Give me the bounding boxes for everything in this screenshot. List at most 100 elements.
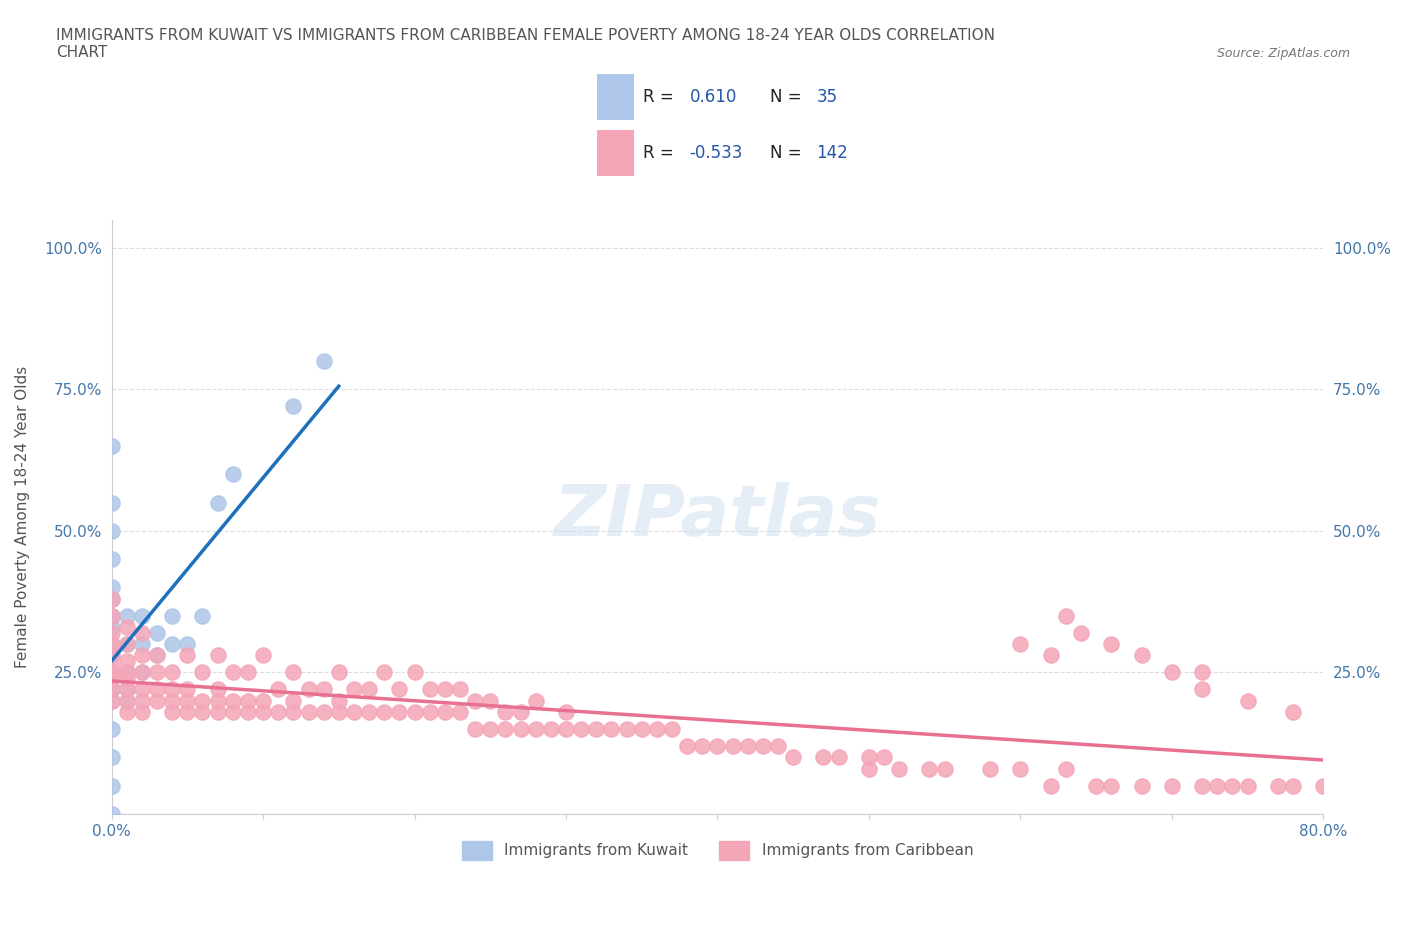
Point bbox=[524, 722, 547, 737]
Point bbox=[131, 625, 153, 640]
Point bbox=[100, 637, 122, 652]
Point bbox=[1236, 693, 1258, 708]
Point bbox=[1191, 665, 1213, 680]
Point bbox=[433, 705, 456, 720]
Point bbox=[1282, 778, 1305, 793]
Point bbox=[115, 705, 138, 720]
Point bbox=[100, 671, 122, 685]
Point bbox=[449, 682, 471, 697]
Point bbox=[100, 439, 122, 454]
Point bbox=[1039, 648, 1062, 663]
Point bbox=[312, 705, 335, 720]
Point bbox=[207, 648, 229, 663]
Point bbox=[692, 738, 714, 753]
Point bbox=[1312, 778, 1334, 793]
Point bbox=[160, 637, 183, 652]
Point bbox=[100, 637, 122, 652]
Point bbox=[207, 693, 229, 708]
Point bbox=[115, 682, 138, 697]
Point bbox=[494, 705, 516, 720]
Point bbox=[404, 665, 426, 680]
Point bbox=[1010, 637, 1032, 652]
Point bbox=[222, 693, 245, 708]
Point bbox=[479, 693, 502, 708]
Point bbox=[100, 524, 122, 538]
Point bbox=[131, 705, 153, 720]
Point bbox=[600, 722, 623, 737]
Point bbox=[115, 693, 138, 708]
Point bbox=[464, 693, 486, 708]
Point bbox=[524, 693, 547, 708]
Point bbox=[115, 682, 138, 697]
Point bbox=[328, 705, 350, 720]
Point bbox=[176, 648, 198, 663]
Point bbox=[100, 648, 122, 663]
Point bbox=[979, 761, 1001, 776]
Point bbox=[1282, 705, 1305, 720]
Point bbox=[160, 682, 183, 697]
Point bbox=[373, 665, 395, 680]
Point bbox=[146, 682, 169, 697]
Point bbox=[115, 665, 138, 680]
Point bbox=[297, 705, 319, 720]
Point bbox=[267, 682, 290, 697]
Text: N =: N = bbox=[770, 144, 801, 163]
Point bbox=[388, 705, 411, 720]
Point bbox=[1267, 778, 1289, 793]
Point bbox=[464, 722, 486, 737]
Point bbox=[540, 722, 562, 737]
Point bbox=[419, 682, 441, 697]
Point bbox=[889, 761, 911, 776]
Point bbox=[1010, 761, 1032, 776]
Point bbox=[509, 722, 531, 737]
Point bbox=[100, 619, 122, 634]
Text: Source: ZipAtlas.com: Source: ZipAtlas.com bbox=[1216, 46, 1350, 60]
Point bbox=[100, 682, 122, 697]
Point bbox=[252, 693, 274, 708]
Point bbox=[283, 399, 305, 414]
Point bbox=[146, 665, 169, 680]
Text: N =: N = bbox=[770, 87, 801, 105]
Point bbox=[1206, 778, 1229, 793]
Text: 142: 142 bbox=[817, 144, 848, 163]
Text: R =: R = bbox=[643, 87, 673, 105]
Point bbox=[191, 608, 214, 623]
Point bbox=[766, 738, 789, 753]
Point bbox=[115, 665, 138, 680]
Point bbox=[343, 705, 366, 720]
Point bbox=[100, 591, 122, 606]
Point bbox=[100, 722, 122, 737]
Point bbox=[100, 551, 122, 566]
Point bbox=[676, 738, 699, 753]
Point bbox=[873, 750, 896, 764]
Point bbox=[782, 750, 804, 764]
Point bbox=[661, 722, 683, 737]
Point bbox=[131, 693, 153, 708]
Point bbox=[343, 682, 366, 697]
Point bbox=[191, 693, 214, 708]
Point bbox=[373, 705, 395, 720]
Point bbox=[131, 648, 153, 663]
Point bbox=[312, 682, 335, 697]
Point bbox=[207, 495, 229, 510]
Point bbox=[100, 665, 122, 680]
Point bbox=[312, 353, 335, 368]
Point bbox=[131, 682, 153, 697]
Point bbox=[100, 648, 122, 663]
Point bbox=[252, 705, 274, 720]
Point bbox=[1191, 682, 1213, 697]
Text: -0.533: -0.533 bbox=[689, 144, 742, 163]
Point bbox=[146, 648, 169, 663]
Point bbox=[100, 693, 122, 708]
Point bbox=[115, 671, 138, 685]
Point bbox=[1236, 778, 1258, 793]
Point bbox=[131, 637, 153, 652]
Legend: Immigrants from Kuwait, Immigrants from Caribbean: Immigrants from Kuwait, Immigrants from … bbox=[456, 835, 980, 866]
Point bbox=[100, 659, 122, 674]
Point bbox=[616, 722, 638, 737]
Point bbox=[858, 750, 880, 764]
Point bbox=[585, 722, 607, 737]
Point bbox=[146, 625, 169, 640]
Point bbox=[267, 705, 290, 720]
Point bbox=[207, 682, 229, 697]
